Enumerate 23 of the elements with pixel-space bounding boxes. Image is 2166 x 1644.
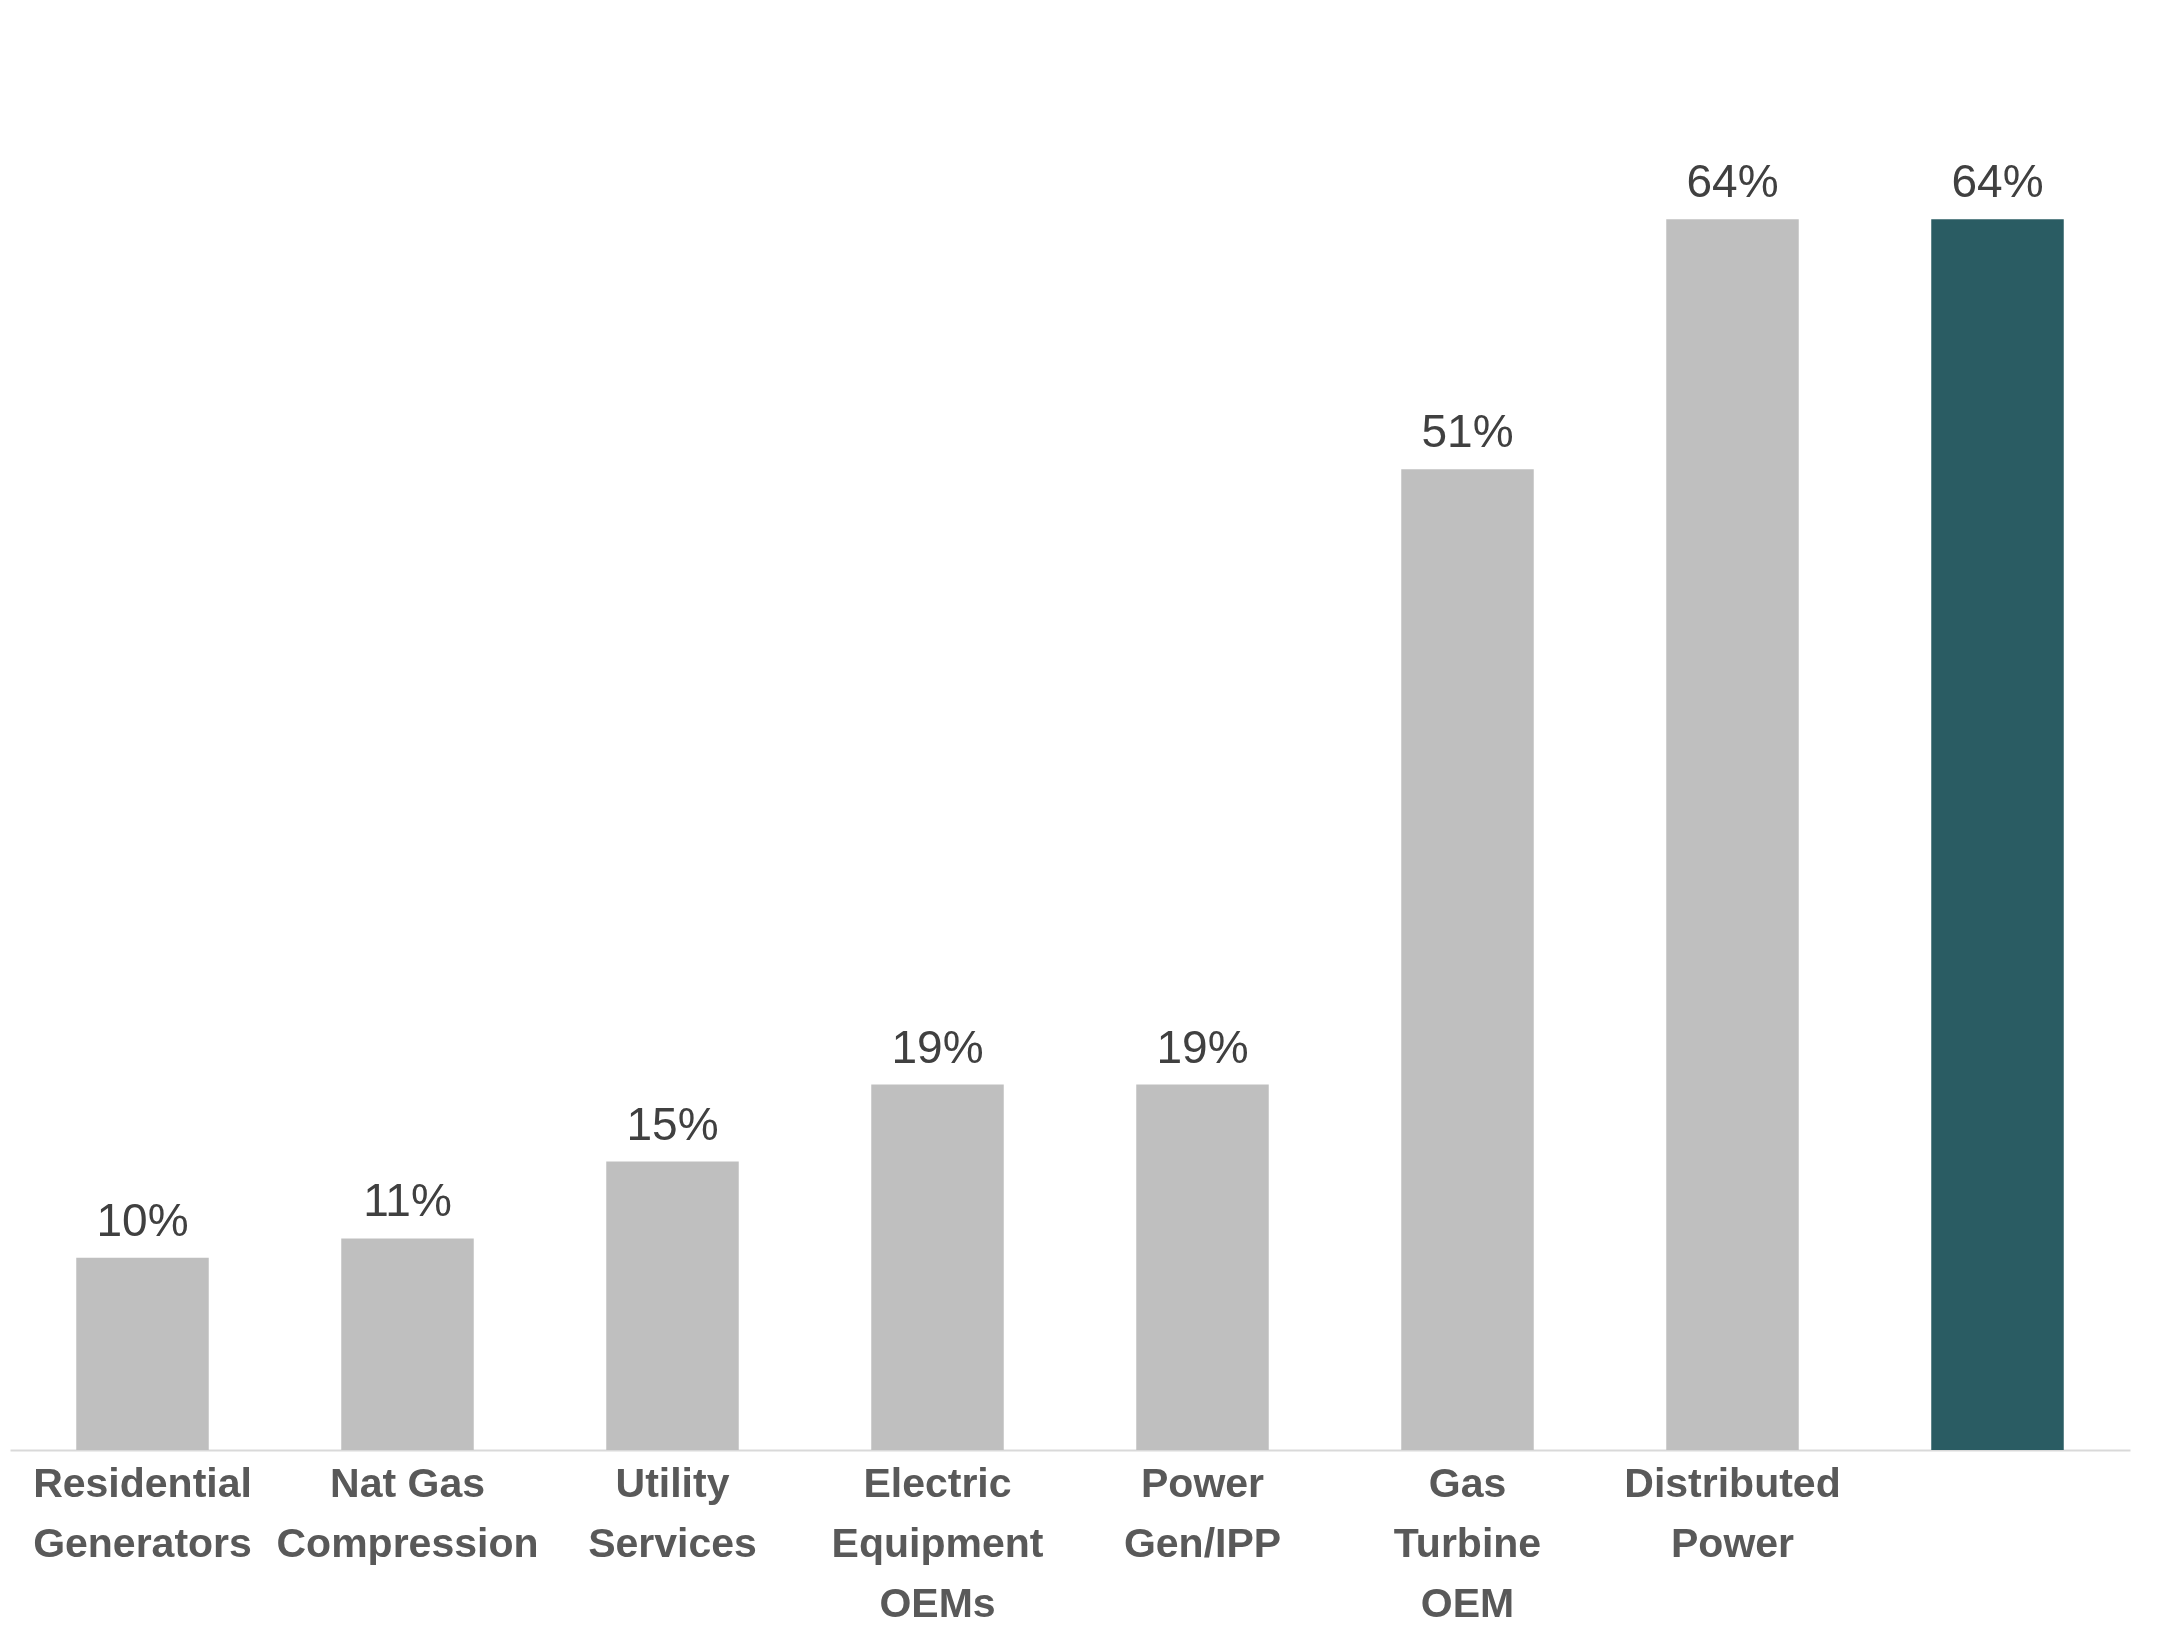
x-tick-label: Residential Generators: [33, 1459, 252, 1566]
bar: [341, 1238, 474, 1450]
x-tick-label: Utility Services: [588, 1459, 757, 1566]
data-label: 10%: [96, 1193, 189, 1246]
data-label: 64%: [1951, 155, 2044, 208]
data-label: 15%: [626, 1097, 719, 1150]
x-tick-label: Distributed Power: [1624, 1459, 1841, 1566]
bar: [1401, 469, 1534, 1450]
data-label: 19%: [891, 1020, 984, 1073]
data-label: 51%: [1421, 405, 1514, 458]
x-tick-label: Gas Turbine OEM: [1393, 1459, 1542, 1626]
bar: [1666, 219, 1799, 1450]
x-tick-label: Electric Equipment OEMs: [831, 1459, 1044, 1626]
data-label: 11%: [363, 1174, 452, 1227]
x-tick-label: Nat Gas Compression: [276, 1459, 539, 1566]
bar: [606, 1161, 739, 1450]
data-label: 19%: [1156, 1020, 1249, 1073]
bar: [76, 1257, 209, 1450]
bar: [1931, 219, 2064, 1450]
data-label: 64%: [1686, 155, 1779, 208]
x-tick-label: Power Gen/IPP: [1123, 1459, 1282, 1566]
bar: [1136, 1084, 1269, 1450]
bar: [871, 1084, 1004, 1450]
